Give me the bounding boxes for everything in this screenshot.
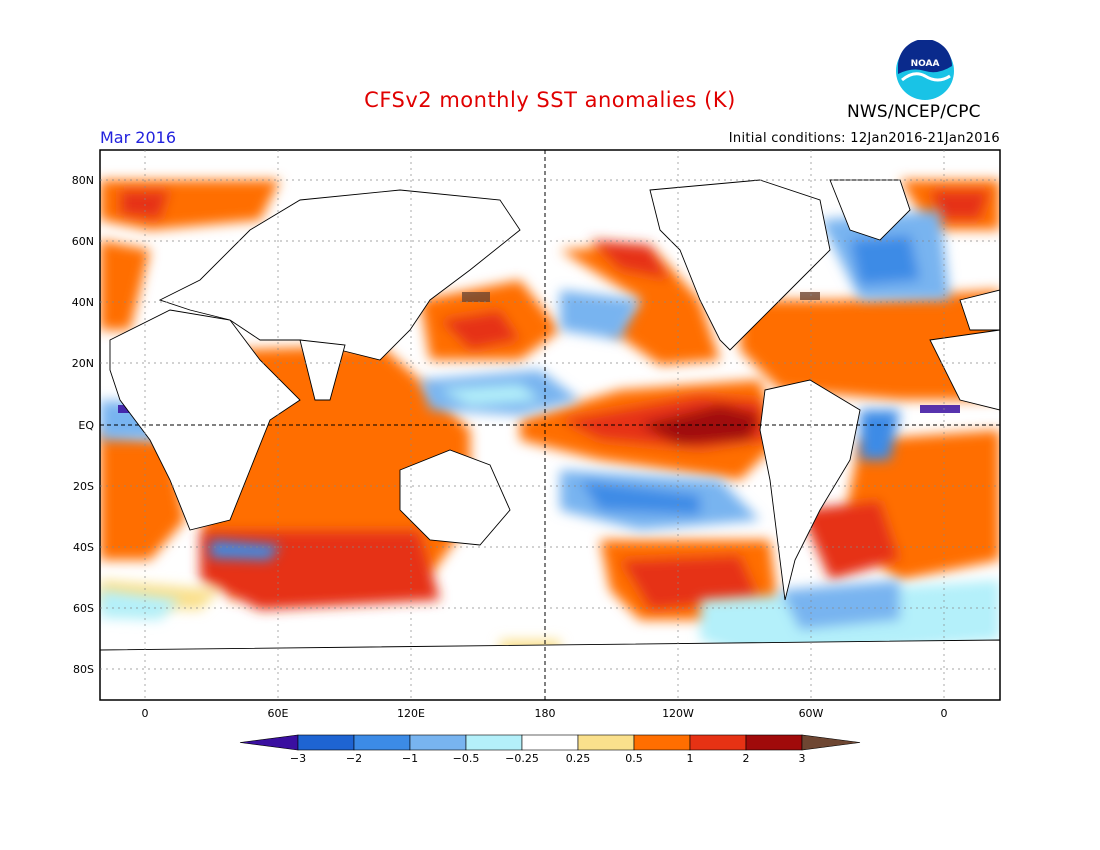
- colorbar-swatch: [633, 734, 691, 751]
- x-tick-label: 120E: [397, 707, 425, 720]
- colorbar-label: 0.5: [625, 752, 643, 765]
- x-axis: 0 60E 120E 180 120W 60W 0: [142, 707, 948, 720]
- y-tick-label: 60N: [72, 235, 94, 248]
- agency-label: NWS/NCEP/CPC: [847, 102, 981, 122]
- map-title: CFSv2 monthly SST anomalies (K): [364, 88, 736, 112]
- graticule: [100, 150, 1000, 700]
- x-tick-label: 60W: [799, 707, 824, 720]
- colorbar-label: 3: [799, 752, 806, 765]
- colorbar-max-arrow: [801, 734, 861, 751]
- colorbar-label: −0.25: [505, 752, 539, 765]
- colorbar-label: 1: [687, 752, 694, 765]
- x-tick-label: 120W: [662, 707, 694, 720]
- colorbar-swatch: [297, 734, 355, 751]
- x-tick-label: 60E: [268, 707, 289, 720]
- forecast-month: Mar 2016: [100, 128, 176, 147]
- logo-text: NOAA: [911, 59, 940, 69]
- colorbar-label: −2: [346, 752, 362, 765]
- colorbar-label: −3: [290, 752, 306, 765]
- colorbar-swatch: [409, 734, 467, 751]
- colorbar-swatch: [577, 734, 635, 751]
- noaa-logo-icon: NOAA: [896, 40, 954, 100]
- x-tick-label: 0: [142, 707, 149, 720]
- y-tick-label: 20S: [73, 480, 94, 493]
- y-tick-label: 80S: [73, 663, 94, 676]
- colorbar-label: −0.5: [453, 752, 480, 765]
- continents: [100, 179, 1000, 700]
- colorbar-label: −1: [402, 752, 418, 765]
- x-tick-label: 180: [535, 707, 556, 720]
- colorbar-swatch: [689, 734, 747, 751]
- colorbar-label: 0.25: [566, 752, 591, 765]
- y-tick-label: EQ: [78, 419, 94, 432]
- y-tick-label: 40N: [72, 296, 94, 309]
- initial-conditions-label: Initial conditions: 12Jan2016-21Jan2016: [728, 131, 1000, 146]
- y-tick-label: 80N: [72, 174, 94, 187]
- x-tick-label: 0: [941, 707, 948, 720]
- colorbar: −3 −2 −1 −0.5 −0.25 0.25 0.5 1 2 3: [239, 734, 861, 765]
- colorbar-label: 2: [743, 752, 750, 765]
- y-axis: 80N 60N 40N 20N EQ 20S 40S 60S 80S: [72, 174, 95, 676]
- y-tick-label: 40S: [73, 541, 94, 554]
- colorbar-swatch: [353, 734, 411, 751]
- colorbar-min-arrow: [239, 734, 299, 751]
- colorbar-swatch: [521, 734, 579, 751]
- colorbar-swatch: [465, 734, 523, 751]
- colorbar-swatch: [745, 734, 803, 751]
- y-tick-label: 20N: [72, 357, 94, 370]
- y-tick-label: 60S: [73, 602, 94, 615]
